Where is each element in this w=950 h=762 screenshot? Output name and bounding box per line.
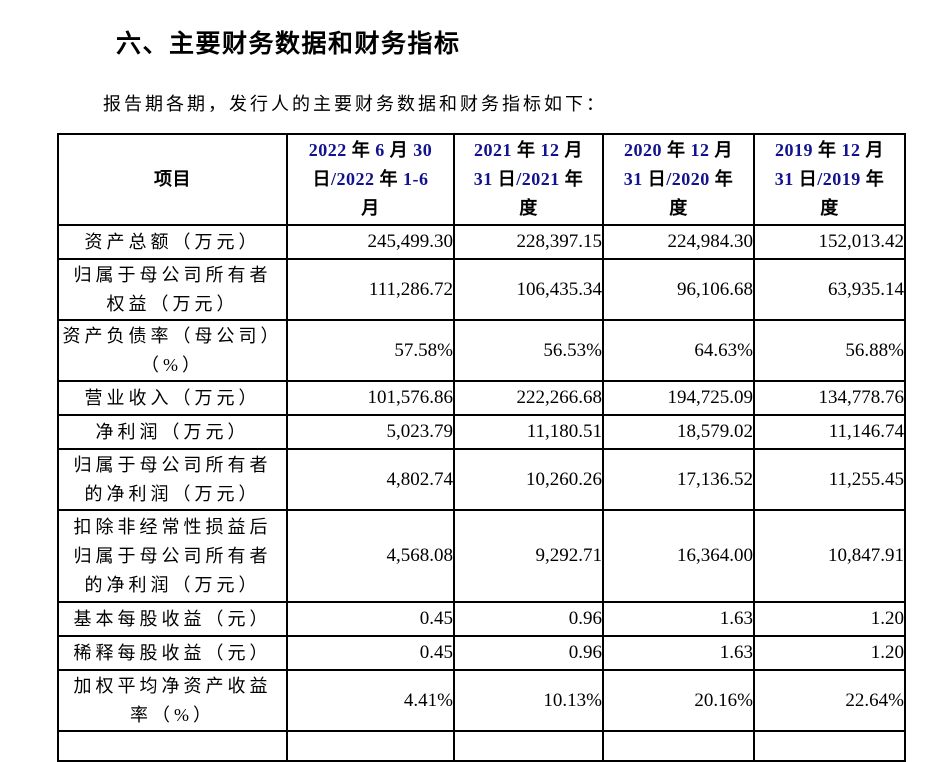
header-year-number: 12 bbox=[690, 140, 710, 160]
value-cell: 11,146.74 bbox=[753, 414, 906, 450]
table-row: 基本每股收益（元） 0.45 0.96 1.63 1.20 bbox=[57, 601, 906, 637]
value-cell: 1.20 bbox=[753, 635, 906, 671]
empty-cell bbox=[57, 730, 288, 762]
value-cell: 4,568.08 bbox=[286, 509, 455, 603]
empty-cell bbox=[286, 730, 455, 762]
value-cell: 63,935.14 bbox=[753, 258, 906, 321]
table-row: 稀释每股收益（元） 0.45 0.96 1.63 1.20 bbox=[57, 635, 906, 671]
table-row: 资产总额（万元） 245,499.30 228,397.15 224,984.30 15… bbox=[57, 224, 906, 260]
value-cell: 64.63% bbox=[602, 319, 755, 382]
item-cell: 扣除非经常性损益后 归属于母公司所有者 的净利润（万元） bbox=[57, 509, 288, 603]
table-row: 归属于母公司所有者 权益（万元） 111,286.72 106,435.34 96,1… bbox=[57, 258, 906, 321]
item-cell: 净利润（万元） bbox=[57, 414, 288, 450]
value-cell: 17,136.52 bbox=[602, 448, 755, 511]
header-year-number: 12 bbox=[540, 140, 560, 160]
value-cell: 57.58% bbox=[286, 319, 455, 382]
value-cell: 96,106.68 bbox=[602, 258, 755, 321]
document-page: { "page": { "section_title": "六、主要财务数据和财… bbox=[57, 30, 906, 762]
value-cell: 222,266.68 bbox=[453, 380, 604, 416]
value-cell: 106,435.34 bbox=[453, 258, 604, 321]
value-cell: 0.45 bbox=[286, 601, 455, 637]
header-year-number: 30 bbox=[413, 140, 433, 160]
header-year-number: 1-6 bbox=[403, 169, 429, 189]
header-year-number: 31 bbox=[623, 169, 643, 189]
value-cell: 134,778.76 bbox=[753, 380, 906, 416]
value-cell: 20.16% bbox=[602, 669, 755, 732]
table-row: 资产负债率（母公司） （%） 57.58% 56.53% 64.63% 56.88% bbox=[57, 319, 906, 382]
value-cell: 0.96 bbox=[453, 635, 604, 671]
table-row-clipped bbox=[57, 730, 906, 762]
header-row: 项目 2022 年 6 月 30 日/2022 年 1-6 月 2021 年 1… bbox=[57, 133, 906, 226]
header-year-number: 6 bbox=[375, 140, 385, 160]
value-cell: 11,255.45 bbox=[753, 448, 906, 511]
value-cell: 56.88% bbox=[753, 319, 906, 382]
header-year-number: 2022 bbox=[308, 140, 347, 160]
header-year-number: /2019 bbox=[817, 169, 861, 189]
value-cell: 224,984.30 bbox=[602, 224, 755, 260]
value-cell: 10,847.91 bbox=[753, 509, 906, 603]
value-cell: 101,576.86 bbox=[286, 380, 455, 416]
value-cell: 4.41% bbox=[286, 669, 455, 732]
value-cell: 152,013.42 bbox=[753, 224, 906, 260]
header-year-number: /2020 bbox=[666, 169, 710, 189]
item-cell: 营业收入（万元） bbox=[57, 380, 288, 416]
value-cell: 1.20 bbox=[753, 601, 906, 637]
value-cell: 4,802.74 bbox=[286, 448, 455, 511]
value-cell: 10.13% bbox=[453, 669, 604, 732]
empty-cell bbox=[753, 730, 906, 762]
item-cell: 基本每股收益（元） bbox=[57, 601, 288, 637]
table-row: 扣除非经常性损益后 归属于母公司所有者 的净利润（万元） 4,568.08 9,29… bbox=[57, 509, 906, 603]
value-cell: 11,180.51 bbox=[453, 414, 604, 450]
item-cell: 归属于母公司所有者 的净利润（万元） bbox=[57, 448, 288, 511]
table-row: 营业收入（万元） 101,576.86 222,266.68 194,725.09 13… bbox=[57, 380, 906, 416]
value-cell: 16,364.00 bbox=[602, 509, 755, 603]
value-cell: 56.53% bbox=[453, 319, 604, 382]
header-year-number: /2022 bbox=[330, 169, 375, 189]
table-row: 净利润（万元） 5,023.79 11,180.51 18,579.02 11,146.… bbox=[57, 414, 906, 450]
value-cell: 228,397.15 bbox=[453, 224, 604, 260]
item-cell: 加权平均净资产收益 率（%） bbox=[57, 669, 288, 732]
header-year-number: 31 bbox=[473, 169, 493, 189]
item-cell: 资产总额（万元） bbox=[57, 224, 288, 260]
header-year-number: 12 bbox=[841, 140, 861, 160]
value-cell: 194,725.09 bbox=[602, 380, 755, 416]
value-cell: 22.64% bbox=[753, 669, 906, 732]
table-header: 项目 2022 年 6 月 30 日/2022 年 1-6 月 2021 年 1… bbox=[57, 133, 906, 226]
header-year-number: /2021 bbox=[516, 169, 560, 189]
header-year-number: 31 bbox=[774, 169, 794, 189]
financial-data-table: 项目 2022 年 6 月 30 日/2022 年 1-6 月 2021 年 1… bbox=[57, 133, 906, 762]
value-cell: 0.96 bbox=[453, 601, 604, 637]
value-cell: 245,499.30 bbox=[286, 224, 455, 260]
table-row: 加权平均净资产收益 率（%） 4.41% 10.13% 20.16% 22.64% bbox=[57, 669, 906, 732]
page-title: 六、主要财务数据和财务指标 bbox=[116, 30, 461, 58]
item-cell: 资产负债率（母公司） （%） bbox=[57, 319, 288, 382]
header-year-number: 2020 bbox=[624, 140, 662, 160]
table-body: 资产总额（万元） 245,499.30 228,397.15 224,984.30 15… bbox=[57, 224, 906, 762]
value-cell: 1.63 bbox=[602, 601, 755, 637]
value-cell: 9,292.71 bbox=[453, 509, 604, 603]
value-cell: 10,260.26 bbox=[453, 448, 604, 511]
value-cell: 18,579.02 bbox=[602, 414, 755, 450]
item-cell: 归属于母公司所有者 权益（万元） bbox=[57, 258, 288, 321]
column-header-item: 项目 bbox=[57, 133, 288, 226]
header-year-number: 2021 bbox=[474, 140, 512, 160]
header-year-number: 2019 bbox=[775, 140, 813, 160]
empty-cell bbox=[453, 730, 604, 762]
empty-cell bbox=[602, 730, 755, 762]
value-cell: 111,286.72 bbox=[286, 258, 455, 321]
column-header-2022: 2022 年 6 月 30 日/2022 年 1-6 月 bbox=[286, 133, 455, 226]
value-cell: 1.63 bbox=[602, 635, 755, 671]
intro-text: 报告期各期，发行人的主要财务数据和财务指标如下： bbox=[103, 94, 607, 114]
column-header-2020: 2020 年 12 月 31 日/2020 年 度 bbox=[602, 133, 755, 226]
table-row: 归属于母公司所有者 的净利润（万元） 4,802.74 10,260.26 17,13… bbox=[57, 448, 906, 511]
value-cell: 0.45 bbox=[286, 635, 455, 671]
column-header-2021: 2021 年 12 月 31 日/2021 年 度 bbox=[453, 133, 604, 226]
item-cell: 稀释每股收益（元） bbox=[57, 635, 288, 671]
value-cell: 5,023.79 bbox=[286, 414, 455, 450]
column-header-2019: 2019 年 12 月 31 日/2019 年 度 bbox=[753, 133, 906, 226]
